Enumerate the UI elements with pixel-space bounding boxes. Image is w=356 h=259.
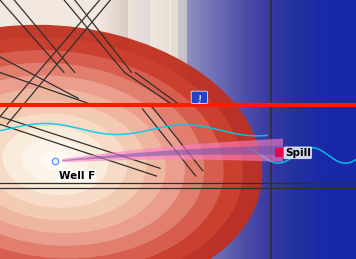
FancyBboxPatch shape (68, 0, 70, 259)
FancyBboxPatch shape (104, 0, 105, 259)
FancyBboxPatch shape (98, 0, 100, 259)
FancyBboxPatch shape (340, 0, 342, 259)
FancyBboxPatch shape (236, 0, 238, 259)
FancyBboxPatch shape (148, 0, 150, 259)
FancyBboxPatch shape (43, 0, 45, 259)
FancyBboxPatch shape (351, 0, 352, 259)
FancyBboxPatch shape (154, 0, 156, 259)
FancyBboxPatch shape (251, 0, 252, 259)
FancyBboxPatch shape (329, 0, 331, 259)
FancyBboxPatch shape (240, 0, 241, 259)
FancyBboxPatch shape (306, 0, 308, 259)
FancyBboxPatch shape (268, 0, 270, 259)
FancyBboxPatch shape (172, 0, 173, 259)
FancyBboxPatch shape (11, 0, 12, 259)
FancyBboxPatch shape (206, 0, 208, 259)
FancyBboxPatch shape (344, 0, 345, 259)
Ellipse shape (0, 38, 243, 259)
FancyBboxPatch shape (247, 0, 248, 259)
FancyBboxPatch shape (179, 0, 181, 259)
FancyBboxPatch shape (7, 0, 9, 259)
FancyBboxPatch shape (40, 0, 41, 259)
FancyBboxPatch shape (311, 0, 313, 259)
FancyBboxPatch shape (208, 0, 209, 259)
FancyBboxPatch shape (25, 0, 27, 259)
FancyBboxPatch shape (102, 0, 104, 259)
FancyBboxPatch shape (352, 0, 354, 259)
FancyBboxPatch shape (27, 0, 28, 259)
FancyBboxPatch shape (245, 0, 247, 259)
FancyBboxPatch shape (272, 0, 274, 259)
FancyBboxPatch shape (100, 0, 102, 259)
FancyBboxPatch shape (141, 0, 143, 259)
FancyBboxPatch shape (70, 0, 72, 259)
FancyBboxPatch shape (288, 0, 290, 259)
FancyBboxPatch shape (168, 0, 170, 259)
Text: Well F: Well F (59, 171, 95, 181)
FancyBboxPatch shape (84, 0, 86, 259)
FancyBboxPatch shape (77, 0, 79, 259)
FancyBboxPatch shape (274, 0, 276, 259)
Ellipse shape (0, 63, 204, 258)
FancyBboxPatch shape (229, 0, 231, 259)
FancyBboxPatch shape (9, 0, 11, 259)
FancyBboxPatch shape (108, 0, 109, 259)
FancyBboxPatch shape (300, 0, 302, 259)
FancyBboxPatch shape (243, 0, 245, 259)
FancyBboxPatch shape (209, 0, 211, 259)
Polygon shape (62, 146, 283, 161)
FancyBboxPatch shape (336, 0, 338, 259)
FancyBboxPatch shape (316, 0, 318, 259)
FancyBboxPatch shape (21, 0, 23, 259)
FancyBboxPatch shape (140, 0, 141, 259)
FancyBboxPatch shape (16, 0, 18, 259)
FancyBboxPatch shape (281, 0, 283, 259)
FancyBboxPatch shape (324, 0, 326, 259)
FancyBboxPatch shape (204, 0, 206, 259)
FancyBboxPatch shape (122, 0, 124, 259)
FancyBboxPatch shape (30, 0, 32, 259)
FancyBboxPatch shape (52, 0, 54, 259)
FancyBboxPatch shape (4, 0, 5, 259)
FancyBboxPatch shape (138, 0, 140, 259)
FancyBboxPatch shape (5, 0, 7, 259)
FancyBboxPatch shape (183, 0, 184, 259)
FancyBboxPatch shape (320, 0, 322, 259)
FancyBboxPatch shape (152, 0, 154, 259)
FancyBboxPatch shape (252, 0, 254, 259)
FancyBboxPatch shape (163, 0, 164, 259)
FancyBboxPatch shape (349, 0, 351, 259)
FancyBboxPatch shape (283, 0, 284, 259)
FancyBboxPatch shape (41, 0, 43, 259)
FancyBboxPatch shape (91, 0, 93, 259)
FancyBboxPatch shape (286, 0, 288, 259)
FancyBboxPatch shape (211, 0, 213, 259)
FancyBboxPatch shape (188, 0, 190, 259)
FancyBboxPatch shape (136, 0, 138, 259)
FancyBboxPatch shape (47, 0, 48, 259)
FancyBboxPatch shape (66, 0, 68, 259)
FancyBboxPatch shape (265, 0, 267, 259)
FancyBboxPatch shape (143, 0, 145, 259)
FancyBboxPatch shape (157, 0, 159, 259)
FancyBboxPatch shape (190, 0, 192, 259)
Text: 2: 2 (198, 98, 201, 104)
FancyBboxPatch shape (347, 0, 349, 259)
Text: Spill: Spill (285, 148, 311, 158)
FancyBboxPatch shape (20, 0, 21, 259)
FancyBboxPatch shape (59, 0, 61, 259)
FancyBboxPatch shape (254, 0, 256, 259)
FancyBboxPatch shape (224, 0, 225, 259)
FancyBboxPatch shape (116, 0, 118, 259)
FancyBboxPatch shape (181, 0, 183, 259)
FancyBboxPatch shape (164, 0, 166, 259)
FancyBboxPatch shape (186, 0, 188, 259)
FancyBboxPatch shape (96, 0, 98, 259)
FancyBboxPatch shape (95, 0, 96, 259)
FancyBboxPatch shape (295, 0, 297, 259)
FancyBboxPatch shape (293, 0, 295, 259)
FancyBboxPatch shape (156, 0, 157, 259)
FancyBboxPatch shape (302, 0, 304, 259)
FancyBboxPatch shape (88, 0, 89, 259)
